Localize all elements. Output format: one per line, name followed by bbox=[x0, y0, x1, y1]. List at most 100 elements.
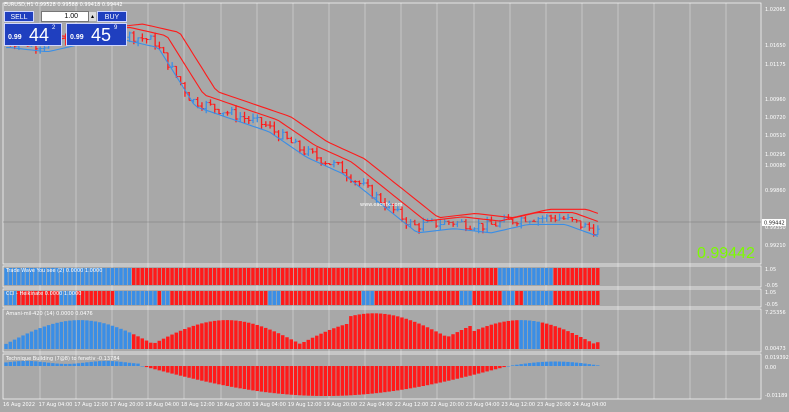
indicator-bar bbox=[536, 268, 540, 285]
indicator-bar bbox=[476, 268, 481, 285]
indicator-bar bbox=[561, 361, 566, 366]
indicator-bar bbox=[51, 291, 55, 305]
indicator-bar bbox=[323, 291, 328, 305]
indicator-bar bbox=[34, 291, 38, 305]
indicator-bar bbox=[170, 268, 174, 285]
indicator-bar bbox=[481, 327, 485, 349]
indicator-bar bbox=[242, 366, 247, 390]
indicator-bar bbox=[459, 291, 464, 305]
indicator-bar bbox=[238, 291, 242, 305]
indicator-bar bbox=[234, 268, 238, 285]
indicator-bar bbox=[12, 339, 17, 349]
time-axis-label: 19 Aug 20:00 bbox=[323, 402, 357, 408]
indicator-bar bbox=[46, 362, 51, 366]
indicator-bar bbox=[421, 268, 425, 285]
indicator-bar bbox=[246, 291, 251, 305]
indicator-bar bbox=[263, 268, 268, 285]
sell-price-small: 0.99 bbox=[8, 34, 22, 41]
watermark: www.eachfx.com bbox=[360, 202, 403, 208]
price-axis-label: 1.00080 bbox=[765, 163, 786, 169]
indicator-bar bbox=[417, 268, 421, 285]
indicator-bar bbox=[174, 268, 179, 285]
indicator-bar bbox=[93, 361, 98, 366]
indicator-bar bbox=[468, 366, 472, 376]
time-axis-label: 24 Aug 04:00 bbox=[573, 402, 607, 408]
indicator-bar bbox=[123, 268, 127, 285]
indicator-bar bbox=[570, 362, 574, 366]
indicator-bar bbox=[212, 320, 217, 349]
indicator-bar bbox=[102, 360, 106, 366]
sell-price-box[interactable]: 0.99 44 2 bbox=[4, 23, 62, 46]
indicator-bar bbox=[298, 268, 302, 285]
indicator-bar bbox=[281, 335, 285, 349]
indicator-bar bbox=[400, 366, 404, 390]
window-title: EURUSD,H1 0.99528 0.99588 0.99418 0.9944… bbox=[4, 2, 123, 8]
indicator-bar bbox=[106, 268, 110, 285]
indicator-bar bbox=[68, 363, 72, 366]
indicator-bar bbox=[123, 330, 127, 349]
indicator-bar bbox=[136, 291, 140, 305]
indicator-bar bbox=[55, 291, 59, 305]
indicator-bar bbox=[127, 332, 132, 349]
indicator-bar bbox=[506, 320, 511, 349]
buy-price-box[interactable]: 0.99 45 9 bbox=[66, 23, 127, 46]
indicator-bar bbox=[119, 268, 123, 285]
lot-increase-button[interactable]: ▴ bbox=[89, 12, 96, 21]
sell-button[interactable]: SELL bbox=[4, 11, 34, 22]
indicator-bar bbox=[438, 268, 442, 285]
indicator-bar bbox=[225, 291, 230, 305]
indicator-bar bbox=[519, 268, 523, 285]
indicator-2-frame bbox=[2, 288, 762, 308]
indicator-bar bbox=[46, 268, 51, 285]
indicator-bar bbox=[174, 291, 179, 305]
indicator-bar bbox=[93, 321, 98, 349]
indicator-bar bbox=[417, 323, 421, 349]
indicator-bar bbox=[234, 320, 238, 349]
indicator-bar bbox=[596, 291, 600, 305]
indicator-bar bbox=[336, 326, 340, 349]
indicator-bar bbox=[38, 361, 42, 366]
indicator-bar bbox=[319, 291, 323, 305]
indicator-bar bbox=[136, 363, 140, 366]
indicator-bar bbox=[434, 366, 438, 384]
buy-button[interactable]: BUY bbox=[97, 11, 127, 22]
indicator-bar bbox=[93, 291, 98, 305]
indicator-bar bbox=[557, 361, 562, 366]
indicator-bar bbox=[391, 291, 396, 305]
indicator-bar bbox=[357, 268, 362, 285]
indicator-bar bbox=[17, 291, 21, 305]
indicator-bar bbox=[315, 268, 319, 285]
indicator-bar bbox=[451, 334, 455, 349]
indicator-bar bbox=[361, 313, 366, 349]
indicator-bar bbox=[285, 366, 289, 395]
indicator-bar bbox=[391, 268, 396, 285]
indicator-bar bbox=[459, 268, 464, 285]
indicator-bar bbox=[42, 291, 47, 305]
indicator-bar bbox=[195, 366, 200, 380]
indicator-bar bbox=[523, 291, 528, 305]
indicator-bar bbox=[434, 291, 438, 305]
indicator-bar bbox=[140, 268, 144, 285]
indicator-bar bbox=[161, 268, 166, 285]
indicator-bar bbox=[510, 268, 515, 285]
indicator-bar bbox=[489, 324, 494, 349]
indicator-bar bbox=[391, 315, 396, 349]
indicator-bar bbox=[204, 268, 208, 285]
indicator-bar bbox=[510, 291, 515, 305]
indicator-bar bbox=[276, 366, 281, 394]
indicator-bar bbox=[259, 326, 264, 349]
indicator-bar bbox=[498, 268, 502, 285]
indicator-bar bbox=[191, 366, 196, 379]
lot-size-input[interactable]: 1.00 bbox=[41, 11, 89, 22]
indicator-bar bbox=[132, 268, 136, 285]
indicator-bar bbox=[596, 268, 600, 285]
indicator-bar bbox=[221, 291, 225, 305]
indicator-bar bbox=[302, 341, 306, 349]
indicator-bar bbox=[596, 342, 600, 349]
indicator-bar bbox=[583, 363, 587, 366]
indicator-bar bbox=[110, 268, 115, 285]
moving-average-signal bbox=[6, 38, 599, 237]
indicator-bar bbox=[212, 291, 217, 305]
indicator-bar bbox=[178, 268, 183, 285]
